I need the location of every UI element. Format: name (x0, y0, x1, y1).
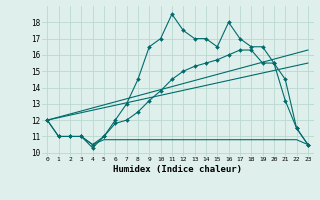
X-axis label: Humidex (Indice chaleur): Humidex (Indice chaleur) (113, 165, 242, 174)
